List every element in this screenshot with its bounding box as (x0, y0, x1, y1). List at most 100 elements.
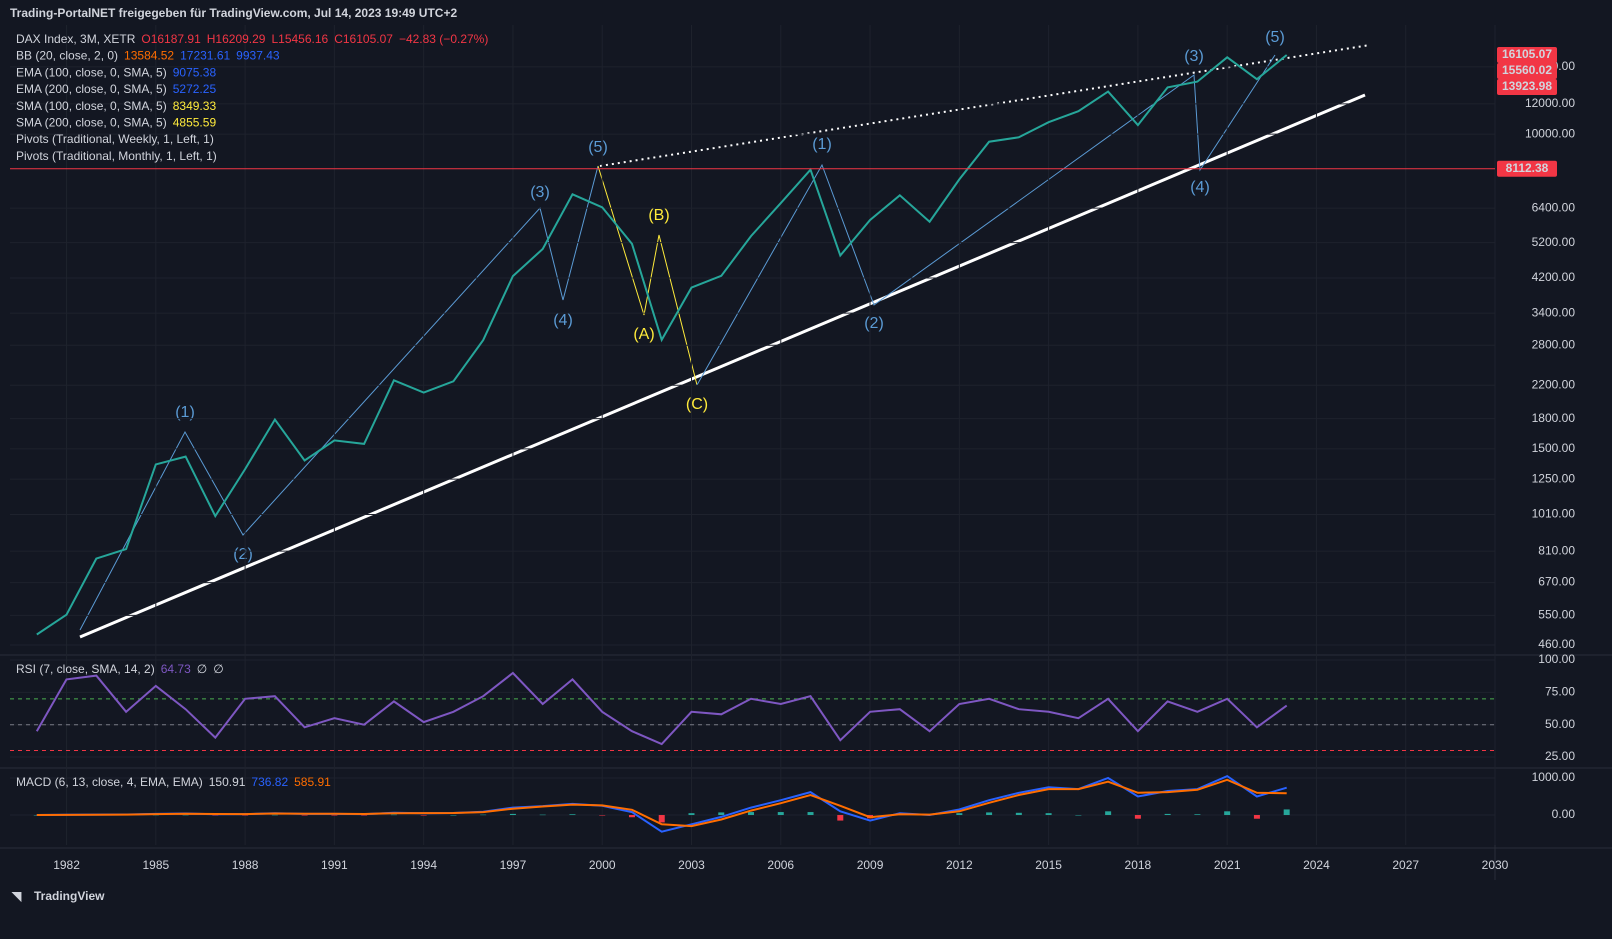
y-tick-label: 670.00 (1538, 575, 1575, 589)
histogram-bar (658, 815, 665, 823)
legend-value: C16105.07 (334, 32, 393, 46)
price-label: 16105.07 (1502, 47, 1552, 61)
legend-name: Pivots (Traditional, Weekly, 1, Left, 1) (16, 132, 214, 146)
price-label-box (1497, 63, 1557, 80)
wave-label: (2) (864, 315, 884, 332)
legend-name: EMA (200, close, 0, SMA, 5) (16, 82, 167, 96)
legend-name: SMA (200, close, 0, SMA, 5) (16, 116, 167, 130)
wave-label: (4) (1190, 179, 1210, 196)
price-label: 8112.38 (1506, 161, 1549, 175)
histogram-bar (748, 812, 755, 816)
trendline-dotted (599, 44, 1371, 167)
y-tick-label: 25.00 (1545, 749, 1575, 763)
footer-brand: TradingView (34, 889, 105, 903)
histogram-bar (956, 813, 963, 816)
histogram-bar (986, 812, 993, 816)
legend-value: 13584.52 (124, 49, 174, 63)
legend-name: BB (20, close, 2, 0) (16, 49, 118, 63)
histogram-bar (390, 814, 397, 816)
y-tick-label: 1500.00 (1532, 441, 1576, 455)
price-label: 13923.98 (1502, 79, 1552, 93)
x-tick-label: 2009 (857, 858, 884, 872)
legend-entry: BB (20, close, 2, 0) 13584.52 17231.61 9937… (16, 49, 280, 63)
legend-name: MACD (6, 13, close, 4, EMA, EMA) (16, 775, 203, 789)
y-tick-label: 75.00 (1545, 685, 1575, 699)
histogram-bar (777, 812, 784, 816)
x-tick-label: 2015 (1035, 858, 1062, 872)
wave-label: (A) (633, 326, 654, 343)
x-tick-label: 2018 (1125, 858, 1152, 872)
legend-name: SMA (100, close, 0, SMA, 5) (16, 99, 167, 113)
histogram-bar (242, 815, 249, 816)
histogram-bar (1194, 814, 1201, 816)
x-tick-label: 2003 (678, 858, 705, 872)
y-tick-label: 2800.00 (1532, 337, 1576, 351)
price-label-box (1497, 47, 1557, 64)
histogram-bar (1075, 815, 1082, 816)
legend-value: ∅ (213, 662, 223, 676)
y-tick-label: 100.00 (1538, 652, 1575, 666)
y-tick-label: 3400.00 (1532, 305, 1576, 319)
legend-value: 9075.38 (173, 66, 217, 80)
histogram-bar (807, 812, 814, 816)
legend-value: 585.91 (294, 775, 331, 789)
histogram-bar (1253, 815, 1260, 819)
y-tick-label: 12000.00 (1525, 96, 1575, 110)
histogram-bar (1045, 813, 1052, 816)
legend-name: DAX Index, 3M, XETR (16, 32, 136, 46)
series-line (35, 671, 1288, 746)
y-tick-label: 550.00 (1538, 607, 1575, 621)
legend-value: 4855.59 (173, 116, 217, 130)
legend-value: 150.91 (209, 775, 246, 789)
wave-label: (2) (233, 546, 253, 563)
wave-label: (1) (812, 136, 832, 153)
header-title: Trading-PortalNET freigegeben für Tradin… (10, 6, 457, 20)
wave-label: (C) (686, 396, 708, 413)
legend-value: L15456.16 (271, 32, 328, 46)
histogram-bar (718, 812, 725, 816)
histogram-bar (1015, 812, 1022, 816)
wave-label: (4) (553, 312, 573, 329)
price-label: 15560.02 (1502, 63, 1552, 77)
x-tick-label: 1997 (500, 858, 527, 872)
x-tick-label: 1982 (53, 858, 80, 872)
x-tick-label: 1985 (142, 858, 169, 872)
legend-entry: Pivots (Traditional, Monthly, 1, Left, 1… (16, 149, 217, 163)
legend-value: 8349.33 (173, 99, 217, 113)
legend-entry: Pivots (Traditional, Weekly, 1, Left, 1) (16, 132, 214, 146)
wave-count (696, 54, 1276, 386)
y-tick-label: 10000.00 (1525, 126, 1575, 140)
histogram-bar (361, 815, 368, 816)
legend-entry: MACD (6, 13, close, 4, EMA, EMA) 150.91 73… (16, 775, 331, 789)
series-line (36, 778, 1287, 828)
legend-name: Pivots (Traditional, Monthly, 1, Left, 1… (16, 149, 217, 163)
series-line (36, 54, 1288, 636)
x-tick-label: 2030 (1482, 858, 1509, 872)
y-tick-label: 6400.00 (1532, 200, 1576, 214)
trendline (79, 93, 1366, 639)
histogram-bar (1164, 813, 1171, 816)
histogram-bar (1134, 815, 1141, 819)
histogram-bar (450, 814, 457, 816)
legend-name: EMA (100, close, 0, SMA, 5) (16, 66, 167, 80)
histogram-bar (599, 815, 606, 816)
y-tick-label: 4200.00 (1532, 270, 1576, 284)
histogram-bar (33, 815, 40, 816)
x-tick-label: 2027 (1392, 858, 1419, 872)
y-tick-label: 1010.00 (1532, 507, 1576, 521)
footer-logo: ◥ (11, 889, 22, 903)
legend-entry: SMA (100, close, 0, SMA, 5) 8349.33 (16, 99, 216, 113)
legend-value: ∅ (197, 662, 207, 676)
wave-label: (B) (648, 207, 669, 224)
x-tick-label: 1991 (321, 858, 348, 872)
y-tick-label: 1800.00 (1532, 411, 1576, 425)
histogram-bar (688, 813, 695, 816)
y-tick-label: 460.00 (1538, 637, 1575, 651)
x-tick-label: 1988 (232, 858, 259, 872)
legend-entry: EMA (200, close, 0, SMA, 5) 5272.25 (16, 82, 216, 96)
histogram-bar (1224, 811, 1231, 816)
wave-label: (3) (1184, 48, 1204, 65)
histogram-bar (182, 814, 189, 816)
